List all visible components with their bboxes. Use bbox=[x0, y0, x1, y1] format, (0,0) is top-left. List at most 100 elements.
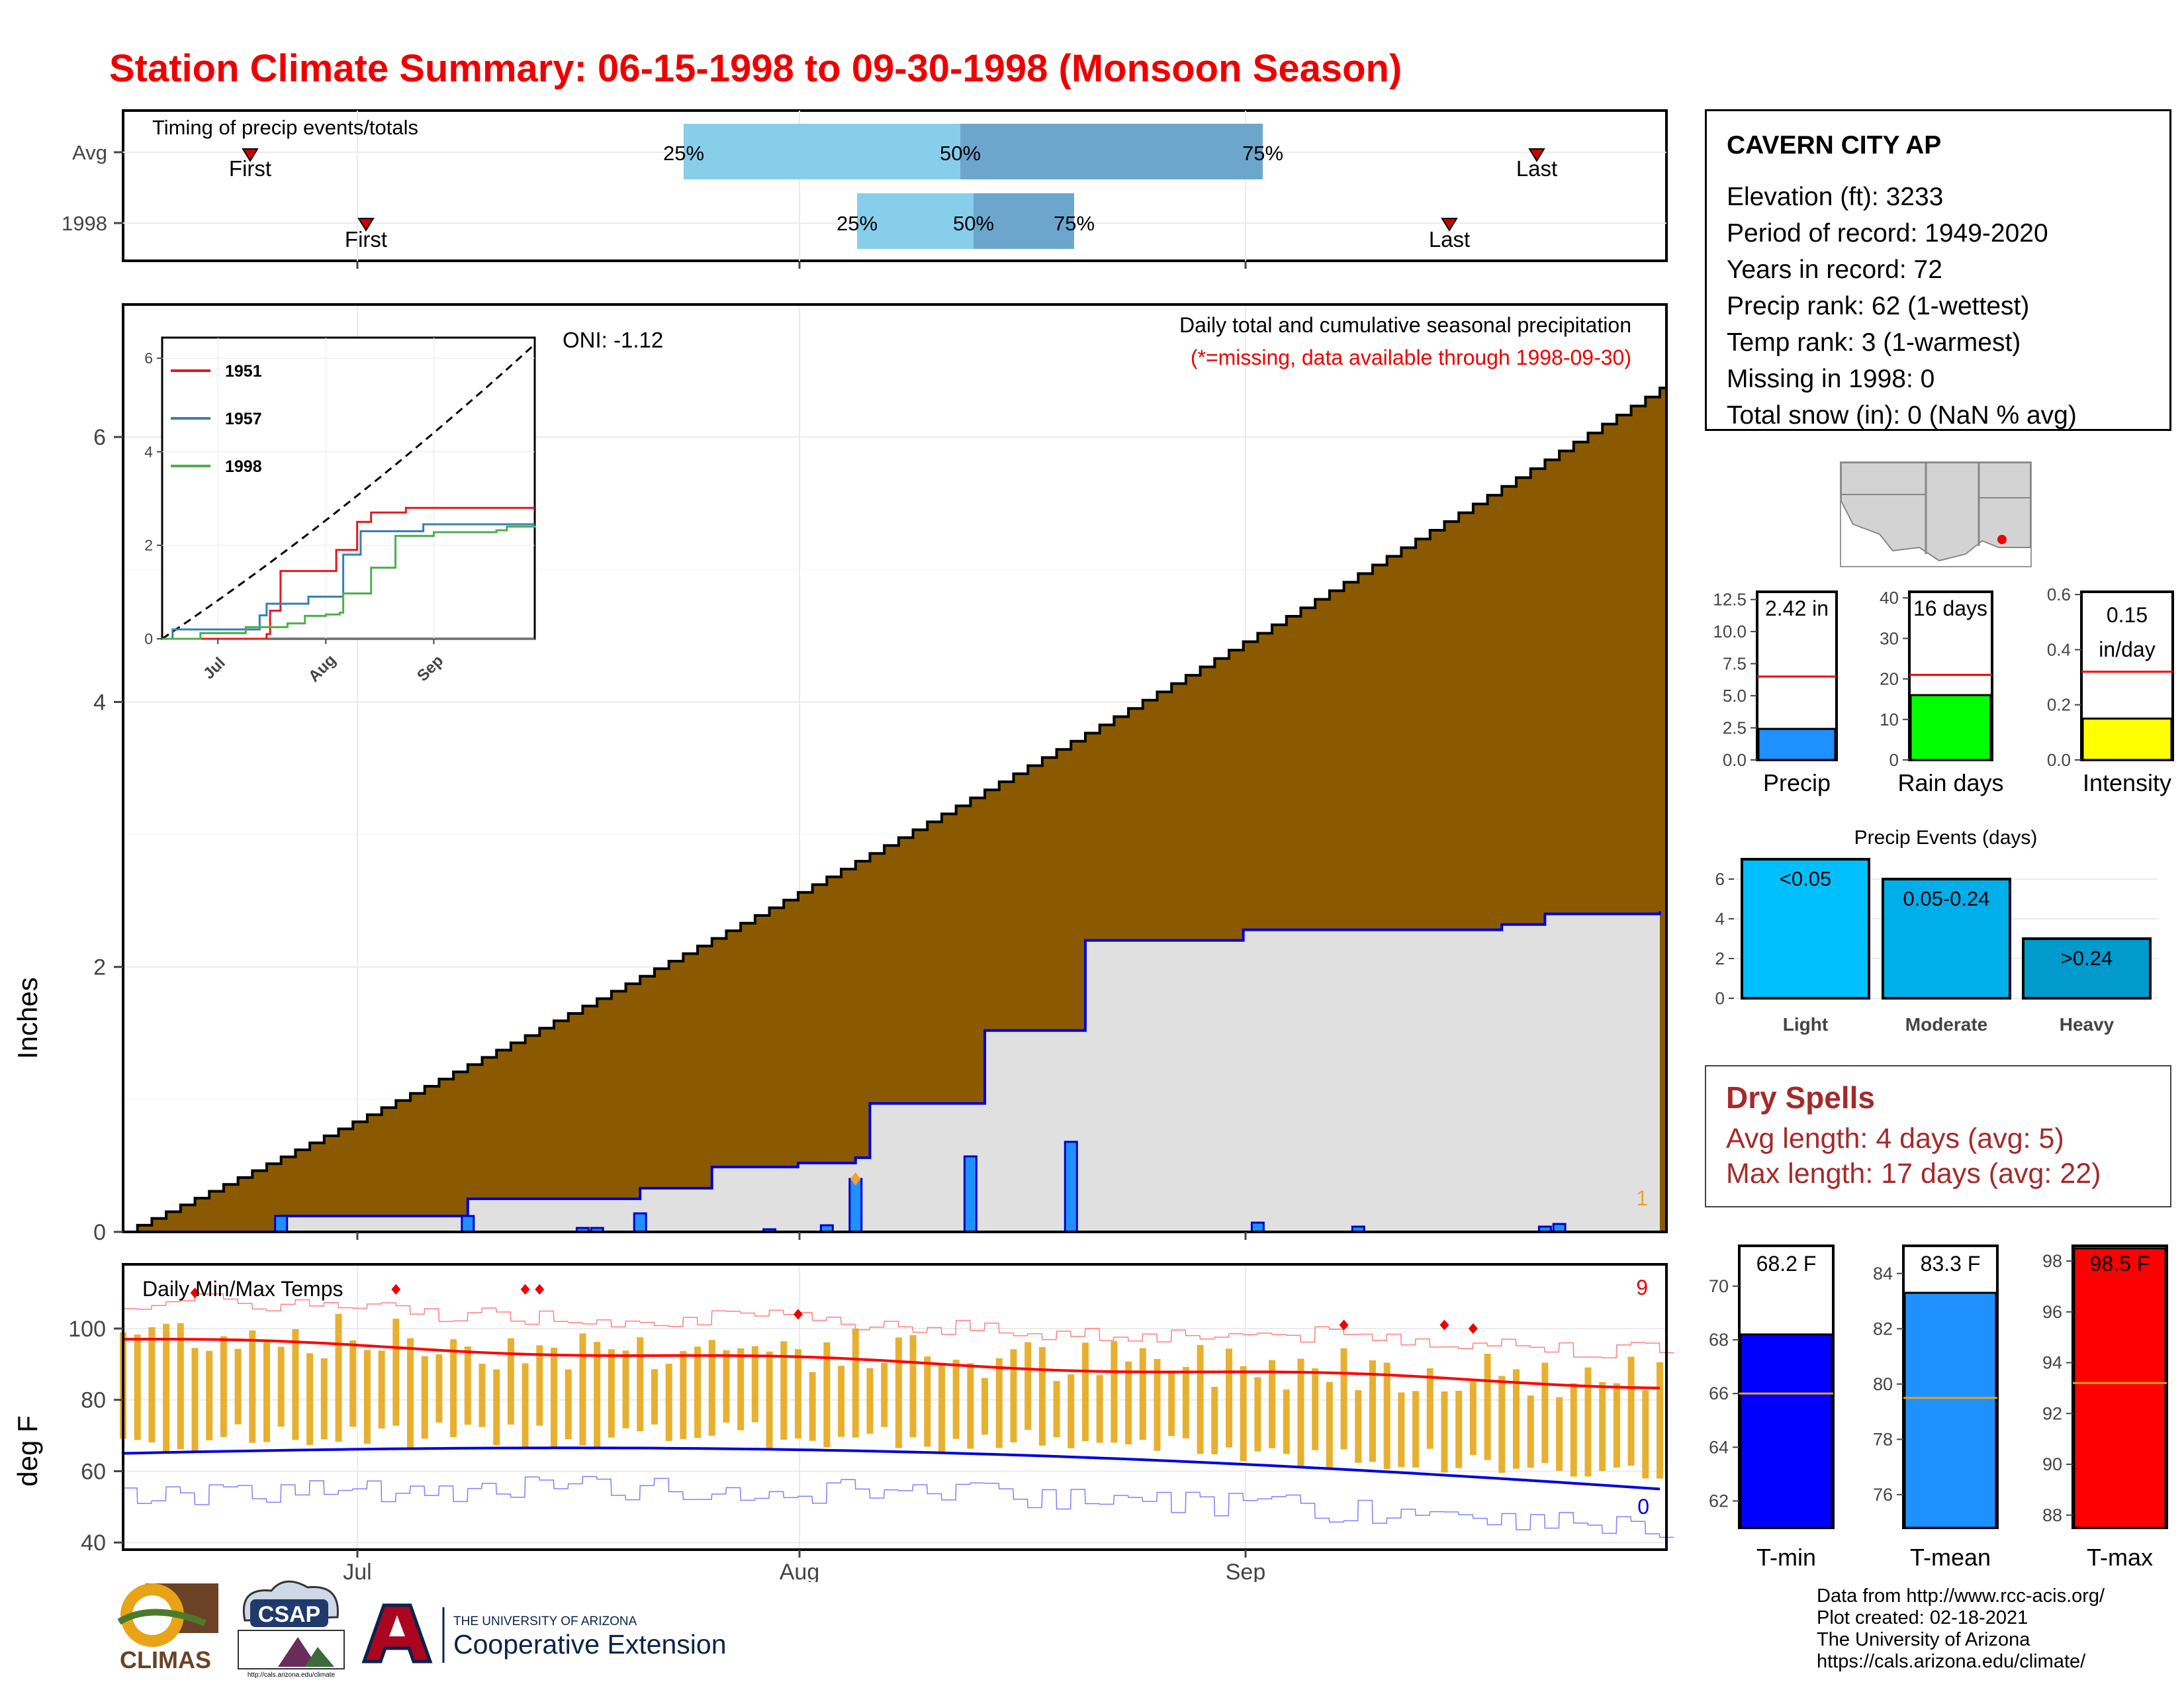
gauge-fill bbox=[2081, 718, 2173, 761]
daily-temp-bar bbox=[363, 1350, 371, 1444]
gauge-value: 16 days bbox=[1913, 596, 1987, 620]
gauge-tick: 76 bbox=[1873, 1485, 1893, 1505]
daily-temp-bar bbox=[1211, 1387, 1218, 1454]
gauge-fill bbox=[1903, 1291, 1997, 1529]
timing-row-avg: Avg bbox=[72, 141, 107, 164]
gauge-tick: 94 bbox=[2042, 1353, 2062, 1373]
event-category: Moderate bbox=[1905, 1014, 1987, 1035]
daily-temp-bar bbox=[1570, 1383, 1577, 1477]
daily-temp-bar bbox=[708, 1340, 715, 1436]
gauge-tick: 82 bbox=[1873, 1319, 1893, 1338]
inset-avg-line bbox=[161, 343, 536, 640]
dry-spells-box: Dry Spells Avg length: 4 days (avg: 5) M… bbox=[1705, 1065, 2171, 1207]
daily-precip-bar bbox=[1064, 1141, 1078, 1233]
gauge-label: T-max bbox=[2087, 1544, 2153, 1571]
record-high-marker bbox=[1439, 1319, 1449, 1331]
gauge-intensity: 0.0 0.2 0.4 0.6 Intensity 0.15 in/day bbox=[2047, 585, 2174, 796]
record-high-marker bbox=[391, 1284, 401, 1295]
gauge-label: Precip bbox=[1763, 769, 1831, 796]
daily-temp-bar bbox=[1469, 1382, 1477, 1456]
daily-temp-bar bbox=[952, 1360, 960, 1439]
daily-temp-bar bbox=[637, 1337, 644, 1432]
daily-temp-bar bbox=[780, 1341, 788, 1440]
avg-q1-q2-bar bbox=[684, 124, 960, 179]
event-bar-label: 0.05-0.24 bbox=[1903, 887, 1990, 910]
precip-y-tick: 4 bbox=[93, 690, 106, 715]
year-cumulative-area bbox=[123, 911, 1660, 1232]
gauge-value: 0.15 bbox=[2107, 603, 2148, 627]
event-category: Light bbox=[1783, 1014, 1828, 1035]
gauge-tick: 0.6 bbox=[2047, 585, 2071, 604]
daily-temp-bar bbox=[938, 1365, 945, 1454]
temp-min-count: 0 bbox=[1637, 1495, 1649, 1519]
precip-chart: Daily total and cumulative seasonal prec… bbox=[0, 291, 1681, 1248]
gauge-label: Intensity bbox=[2083, 769, 2171, 796]
daily-temp-bar bbox=[551, 1348, 558, 1448]
daily-temp-bar bbox=[1197, 1344, 1204, 1454]
temp-y-tick: 100 bbox=[68, 1317, 106, 1342]
x-tick-aug: Aug bbox=[780, 1560, 820, 1582]
avg-p75-label: 75% bbox=[1242, 142, 1283, 165]
daily-temp-bar bbox=[249, 1330, 256, 1443]
x-tick-jul: Jul bbox=[343, 1560, 371, 1582]
record-min-line bbox=[123, 1476, 1674, 1538]
daily-temp-bar bbox=[1613, 1383, 1620, 1468]
year-first-label: First bbox=[345, 227, 387, 252]
ua-logo: THE UNIVERSITY OF ARIZONA Cooperative Ex… bbox=[357, 1602, 741, 1671]
precip-y-tick: 0 bbox=[93, 1220, 106, 1244]
year-last-marker bbox=[1441, 218, 1458, 232]
gauge-tick: 10 bbox=[1880, 710, 1899, 729]
daily-temp-bar bbox=[1326, 1382, 1333, 1470]
climas-text: CLIMAS bbox=[120, 1646, 211, 1673]
event-bar bbox=[1882, 878, 2011, 1000]
daily-temp-bar bbox=[694, 1346, 702, 1438]
daily-temp-bar bbox=[1441, 1391, 1448, 1473]
inset-y-tick: 4 bbox=[144, 443, 153, 460]
daily-temp-bar bbox=[464, 1346, 471, 1425]
precip-gauges: 0.0 2.5 5.0 7.5 10.0 12.5 Precip 2.42 in 0 10 20 30… bbox=[1681, 583, 2184, 811]
record-max-line bbox=[123, 1293, 1674, 1359]
daily-temp-bar bbox=[134, 1335, 141, 1440]
inset-legend-label: 1957 bbox=[225, 410, 262, 428]
daily-temp-bar bbox=[565, 1369, 572, 1440]
gauge-tick: 0.0 bbox=[1723, 750, 1747, 770]
gauge-tick: 5.0 bbox=[1723, 686, 1747, 706]
daily-temp-bar bbox=[1412, 1391, 1420, 1468]
gauge-fill bbox=[1909, 694, 1992, 761]
station-precip-rank: Precip rank: 62 (1-wettest) bbox=[1727, 292, 2030, 320]
gauge-value: 2.42 in bbox=[1765, 596, 1829, 620]
temp-gauges: 62 64 66 68 70 T-min 68.2 F 76 78 80 82 84 T-mean 83.… bbox=[1681, 1231, 2184, 1585]
avg-first-marker bbox=[242, 148, 259, 162]
gauge-tmin: 62 64 66 68 70 T-min 68.2 F bbox=[1709, 1244, 1835, 1571]
gauge-tick: 62 bbox=[1709, 1491, 1729, 1511]
gauge-label: T-mean bbox=[1910, 1544, 1991, 1571]
daily-temp-bar bbox=[723, 1350, 730, 1423]
record-high-marker bbox=[190, 1288, 200, 1299]
record-high-marker bbox=[1339, 1319, 1349, 1331]
x-tick-sep: Sep bbox=[1226, 1560, 1266, 1582]
daily-temp-bar bbox=[435, 1354, 443, 1423]
daily-temp-bar bbox=[1269, 1360, 1276, 1448]
daily-temp-bar bbox=[163, 1323, 170, 1452]
daily-temp-bar bbox=[737, 1348, 745, 1430]
daily-temp-bar bbox=[622, 1350, 629, 1429]
daily-temp-bar bbox=[608, 1349, 615, 1438]
daily-temp-bar bbox=[220, 1336, 227, 1437]
daily-temp-bar bbox=[1225, 1348, 1232, 1448]
daily-temp-bar bbox=[866, 1368, 874, 1434]
station-location-dot bbox=[1997, 535, 2007, 544]
daily-temp-bar bbox=[1111, 1340, 1118, 1443]
gauge-tick: 0 bbox=[1889, 750, 1899, 770]
year-cumulative-line bbox=[123, 911, 1661, 1233]
gauge-tick: 84 bbox=[1873, 1264, 1893, 1284]
daily-temp-bar bbox=[823, 1342, 831, 1448]
record-high-marker bbox=[535, 1284, 545, 1295]
inset-legend-label: 1998 bbox=[225, 457, 262, 476]
gauge-value-unit: in/day bbox=[2099, 637, 2155, 661]
inset-y-tick: 0 bbox=[144, 630, 153, 647]
daily-temp-bar bbox=[1556, 1397, 1563, 1471]
daily-temp-bar bbox=[263, 1340, 271, 1442]
daily-temp-bar bbox=[995, 1358, 1003, 1448]
dry-spells-max: Max length: 17 days (avg: 22) bbox=[1726, 1158, 2101, 1190]
gauge-tick: 98 bbox=[2042, 1251, 2062, 1271]
